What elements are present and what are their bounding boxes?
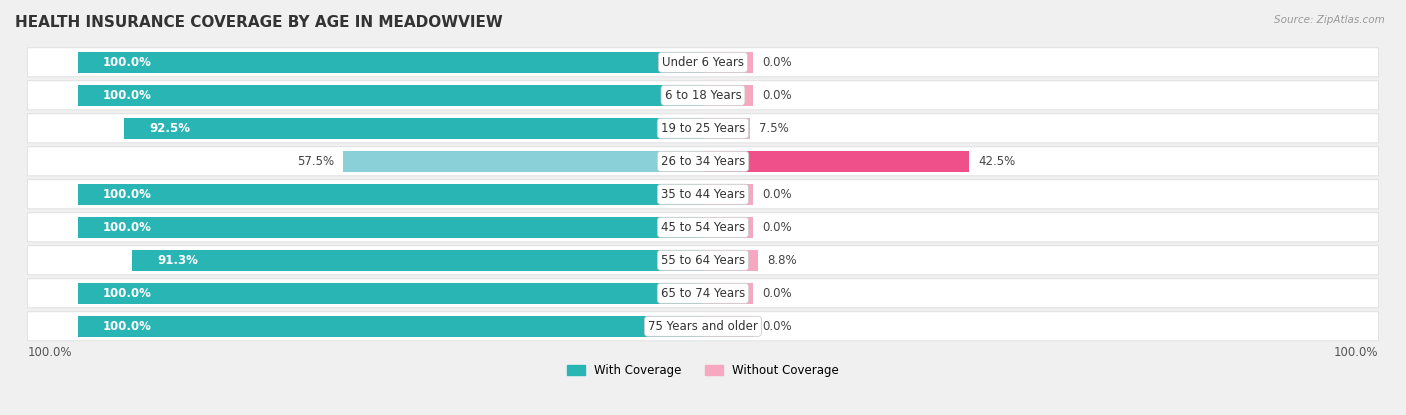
Bar [77, 316, 703, 337]
Bar [77, 85, 703, 105]
Text: 8.8%: 8.8% [768, 254, 797, 267]
Bar [703, 52, 754, 73]
Bar [703, 217, 754, 237]
Text: 92.5%: 92.5% [149, 122, 190, 135]
Text: Under 6 Years: Under 6 Years [662, 56, 744, 69]
Bar [703, 85, 754, 105]
Text: 7.5%: 7.5% [759, 122, 789, 135]
Text: 75 Years and older: 75 Years and older [648, 320, 758, 333]
FancyBboxPatch shape [27, 213, 1379, 242]
Legend: With Coverage, Without Coverage: With Coverage, Without Coverage [562, 359, 844, 382]
FancyBboxPatch shape [27, 180, 1379, 209]
Text: 57.5%: 57.5% [297, 155, 335, 168]
FancyBboxPatch shape [27, 312, 1379, 341]
Text: 42.5%: 42.5% [979, 155, 1015, 168]
Text: 0.0%: 0.0% [762, 89, 792, 102]
Text: 6 to 18 Years: 6 to 18 Years [665, 89, 741, 102]
FancyBboxPatch shape [27, 114, 1379, 143]
Bar [703, 283, 754, 303]
Text: 65 to 74 Years: 65 to 74 Years [661, 287, 745, 300]
Text: 100.0%: 100.0% [103, 320, 152, 333]
Text: 55 to 64 Years: 55 to 64 Years [661, 254, 745, 267]
Text: 100.0%: 100.0% [103, 221, 152, 234]
FancyBboxPatch shape [27, 246, 1379, 275]
Bar [77, 52, 703, 73]
Text: 100.0%: 100.0% [1334, 346, 1378, 359]
Text: 0.0%: 0.0% [762, 56, 792, 69]
Text: 0.0%: 0.0% [762, 188, 792, 201]
Text: 0.0%: 0.0% [762, 320, 792, 333]
Bar [77, 283, 703, 303]
Bar [132, 250, 703, 271]
FancyBboxPatch shape [27, 48, 1379, 77]
Text: Source: ZipAtlas.com: Source: ZipAtlas.com [1274, 15, 1385, 24]
Bar [703, 151, 969, 171]
Bar [703, 118, 749, 139]
FancyBboxPatch shape [27, 279, 1379, 308]
Bar [77, 184, 703, 205]
Bar [77, 217, 703, 237]
Bar [125, 118, 703, 139]
Bar [703, 184, 754, 205]
Text: 26 to 34 Years: 26 to 34 Years [661, 155, 745, 168]
Text: 19 to 25 Years: 19 to 25 Years [661, 122, 745, 135]
Text: HEALTH INSURANCE COVERAGE BY AGE IN MEADOWVIEW: HEALTH INSURANCE COVERAGE BY AGE IN MEAD… [15, 15, 503, 30]
Bar [343, 151, 703, 171]
Text: 0.0%: 0.0% [762, 221, 792, 234]
Text: 35 to 44 Years: 35 to 44 Years [661, 188, 745, 201]
FancyBboxPatch shape [27, 81, 1379, 110]
Bar [703, 316, 754, 337]
Text: 100.0%: 100.0% [103, 56, 152, 69]
Text: 100.0%: 100.0% [28, 346, 72, 359]
Text: 100.0%: 100.0% [103, 188, 152, 201]
Text: 100.0%: 100.0% [103, 89, 152, 102]
Bar [703, 250, 758, 271]
Text: 0.0%: 0.0% [762, 287, 792, 300]
Text: 45 to 54 Years: 45 to 54 Years [661, 221, 745, 234]
FancyBboxPatch shape [27, 147, 1379, 176]
Text: 100.0%: 100.0% [103, 287, 152, 300]
Text: 91.3%: 91.3% [157, 254, 198, 267]
